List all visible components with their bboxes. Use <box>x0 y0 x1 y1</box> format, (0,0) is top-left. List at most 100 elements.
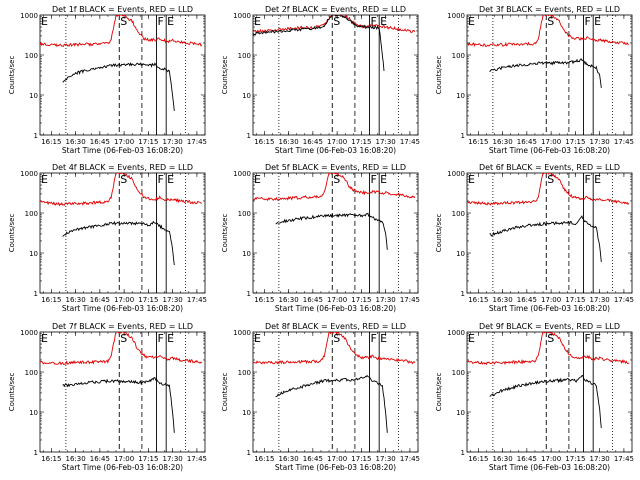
y-tick-label: 10 <box>456 92 465 100</box>
region-marker-label: E <box>41 332 48 345</box>
events-series-line <box>489 374 602 428</box>
y-axis-label: Counts/sec <box>8 373 16 412</box>
y-tick-label: 10 <box>29 409 38 417</box>
y-tick-label: 1000 <box>20 12 38 20</box>
region-marker-label: S <box>333 173 340 186</box>
region-marker-label: F <box>584 173 590 186</box>
region-marker-label: E <box>594 15 601 28</box>
x-tick-label: 16:15 <box>468 138 488 146</box>
events-series-line <box>275 212 388 250</box>
events-series-line <box>489 215 602 262</box>
panel-title: Det 3f BLACK = Events, RED = LLD <box>479 5 620 14</box>
y-tick-label: 100 <box>238 369 251 377</box>
plot-frame <box>39 331 206 453</box>
panel-2: Det 2f BLACK = Events, RED = LLD 1 10 100 10… <box>221 5 420 155</box>
y-tick-label: 1 <box>247 132 251 140</box>
region-marker-label: F <box>157 173 163 186</box>
x-axis-label: Start Time (06-Feb-03 16:08:20) <box>489 146 610 155</box>
region-marker-label: F <box>584 15 590 28</box>
region-marker-label: E <box>380 173 387 186</box>
x-axis-label: Start Time (06-Feb-03 16:08:20) <box>489 304 610 313</box>
y-tick-label: 10 <box>242 92 251 100</box>
panel-4: Det 4f BLACK = Events, RED = LLD 1 10 100 10… <box>8 163 207 313</box>
x-tick-label: 17:45 <box>614 138 634 146</box>
x-tick-label: 16:30 <box>65 455 85 463</box>
y-tick-label: 1 <box>247 449 251 457</box>
y-tick-label: 100 <box>238 52 251 60</box>
region-marker-label: E <box>468 173 475 186</box>
panel-3: Det 3f BLACK = Events, RED = LLD 1 10 100 10… <box>435 5 634 155</box>
panel-1: Det 1f BLACK = Events, RED = LLD 1 10 100 10… <box>8 5 207 155</box>
panel-title: Det 6f BLACK = Events, RED = LLD <box>479 163 620 172</box>
y-tick-label: 1 <box>461 132 465 140</box>
x-tick-label: 16:30 <box>65 138 85 146</box>
region-marker-label: E <box>167 173 174 186</box>
region-marker-label: E <box>468 332 475 345</box>
x-tick-label: 16:15 <box>41 455 61 463</box>
events-series-line <box>489 58 602 89</box>
region-marker-label: E <box>167 332 174 345</box>
y-axis-label: Counts/sec <box>221 373 229 412</box>
x-tick-label: 17:30 <box>590 455 610 463</box>
y-tick-label: 100 <box>238 210 251 218</box>
x-tick-label: 17:00 <box>114 455 134 463</box>
y-tick-label: 1 <box>461 290 465 298</box>
plot-frame <box>466 172 633 294</box>
events-series-line <box>275 374 388 433</box>
y-tick-label: 10 <box>456 409 465 417</box>
x-tick-label: 17:45 <box>614 296 634 304</box>
y-tick-label: 10 <box>242 250 251 258</box>
x-tick-label: 16:30 <box>492 138 512 146</box>
y-axis-label: Counts/sec <box>8 214 16 253</box>
y-tick-label: 1000 <box>447 170 465 178</box>
panel-title: Det 1f BLACK = Events, RED = LLD <box>52 5 193 14</box>
x-tick-label: 16:15 <box>254 455 274 463</box>
x-tick-label: 17:30 <box>590 296 610 304</box>
x-tick-label: 17:45 <box>614 455 634 463</box>
x-tick-label: 16:45 <box>517 455 537 463</box>
x-tick-label: 17:00 <box>327 455 347 463</box>
x-tick-label: 16:30 <box>278 455 298 463</box>
lld-series-line <box>253 173 416 202</box>
events-series-line <box>62 377 175 433</box>
panel-title: Det 9f BLACK = Events, RED = LLD <box>479 322 620 331</box>
lld-series-line <box>467 15 629 48</box>
y-tick-label: 1000 <box>233 170 251 178</box>
region-marker-label: E <box>254 332 261 345</box>
region-marker-label: E <box>380 15 387 28</box>
region-marker-label: E <box>41 173 48 186</box>
y-tick-label: 100 <box>25 369 38 377</box>
lld-series-line <box>40 173 202 207</box>
x-tick-label: 16:45 <box>303 455 323 463</box>
plot-frame <box>252 172 419 294</box>
x-tick-label: 16:15 <box>41 296 61 304</box>
y-tick-label: 1000 <box>20 329 38 337</box>
region-marker-label: S <box>547 173 554 186</box>
x-tick-label: 17:15 <box>351 455 371 463</box>
x-tick-label: 16:30 <box>278 296 298 304</box>
y-tick-label: 100 <box>452 52 465 60</box>
x-tick-label: 17:30 <box>376 296 396 304</box>
region-marker-label: S <box>333 332 340 345</box>
y-tick-label: 100 <box>452 369 465 377</box>
panel-6: Det 6f BLACK = Events, RED = LLD 1 10 100 10… <box>435 163 634 313</box>
x-tick-label: 17:30 <box>376 455 396 463</box>
panel-title: Det 8f BLACK = Events, RED = LLD <box>265 322 406 331</box>
y-tick-label: 1000 <box>233 12 251 20</box>
x-tick-label: 17:15 <box>138 296 158 304</box>
region-marker-label: S <box>547 332 554 345</box>
y-axis-label: Counts/sec <box>435 214 443 253</box>
x-tick-label: 17:15 <box>565 455 585 463</box>
region-marker-label: E <box>254 173 261 186</box>
region-marker-label: S <box>547 15 554 28</box>
panel-7: Det 7f BLACK = Events, RED = LLD 1 10 100 10… <box>8 322 207 472</box>
x-tick-label: 16:15 <box>254 296 274 304</box>
y-axis-label: Counts/sec <box>221 214 229 253</box>
x-tick-label: 17:30 <box>163 138 183 146</box>
x-tick-label: 17:00 <box>541 138 561 146</box>
x-tick-label: 17:00 <box>327 138 347 146</box>
y-tick-label: 10 <box>29 92 38 100</box>
region-marker-label: E <box>594 332 601 345</box>
y-axis-label: Counts/sec <box>435 56 443 95</box>
events-series-line <box>62 220 175 266</box>
